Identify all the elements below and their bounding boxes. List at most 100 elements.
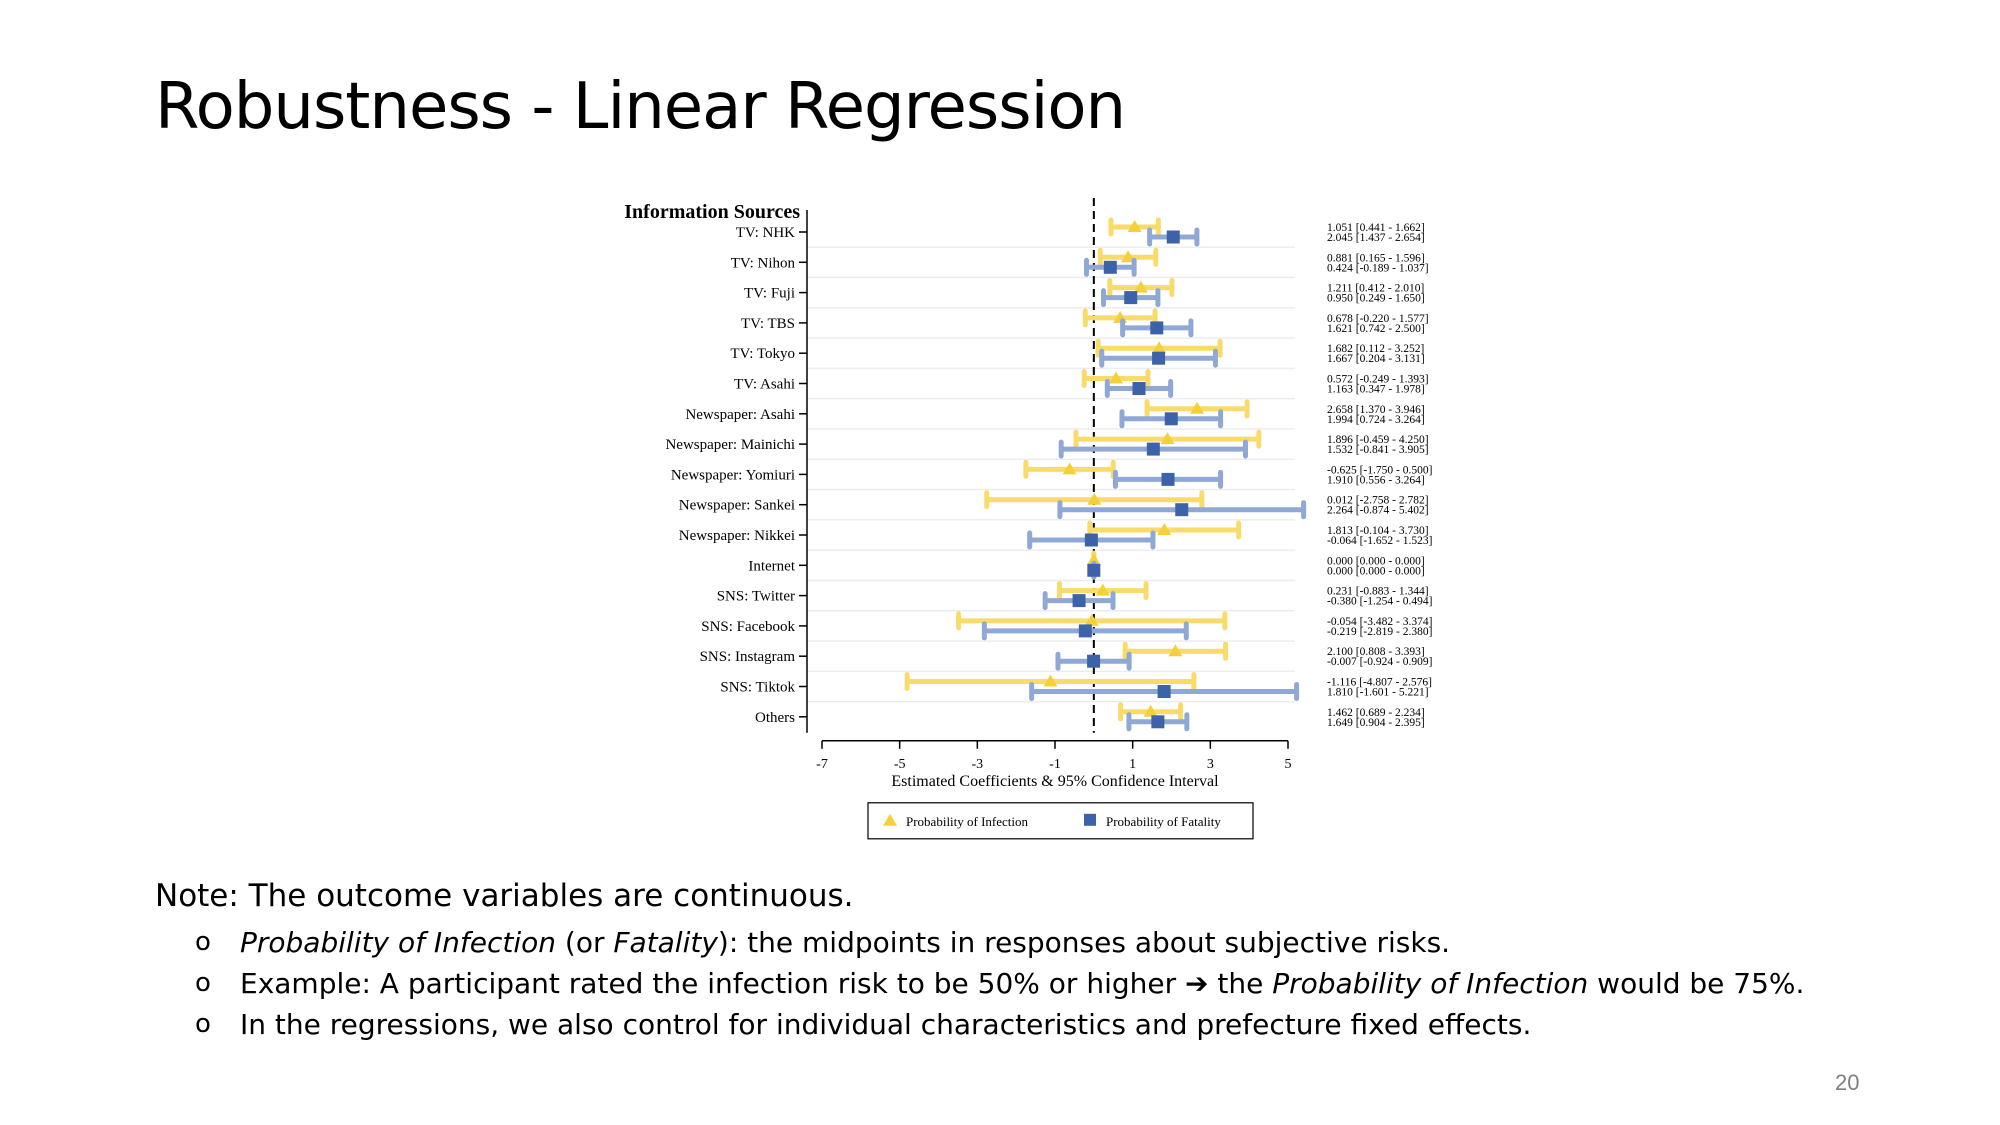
bullet-text: In the regressions, we also control for … [240,1008,1532,1041]
estimate-label: 1.682 [0.112 - 3.252] [1327,343,1424,355]
estimate-marker [1087,563,1101,577]
estimate-label: 2.264 [-0.874 - 5.402] [1327,505,1429,517]
legend-marker [883,813,897,826]
estimate-label: 1.532 [-0.841 - 3.905] [1327,444,1429,456]
bullet-mark: o [195,927,211,957]
estimate-marker [1146,442,1160,456]
x-tick-label: -5 [894,757,906,772]
estimate-marker [1072,594,1086,608]
y-tick-label: TV: Fuji [744,286,795,302]
estimate-label: 0.012 [-2.758 - 2.782] [1327,495,1429,507]
estimate-label: 0.424 [-0.189 - 1.037] [1327,262,1429,274]
legend-box [867,802,1254,840]
y-tick-label: Internet [748,558,795,574]
estimate-label: 1.813 [-0.104 - 3.730] [1327,525,1429,537]
estimate-marker [1151,715,1165,729]
y-tick-label: SNS: Twitter [717,589,795,605]
estimate-label: 1.896 [-0.459 - 4.250] [1327,434,1429,446]
chart-title: Information Sources [624,201,800,223]
bullet-text: Example: A participant rated the infecti… [240,967,1185,1000]
estimate-marker [1161,472,1175,486]
estimate-marker [1084,613,1099,626]
estimate-marker [1164,412,1178,426]
estimate-label: 0.881 [0.165 - 1.596] [1327,252,1425,264]
estimate-label: -0.219 [-2.819 - 2.380] [1327,626,1432,638]
estimate-label: 0.000 [0.000 - 0.000] [1327,555,1425,567]
estimate-label: 0.678 [-0.220 - 1.577] [1327,313,1429,325]
y-tick-label: SNS: Facebook [701,619,795,635]
note-block: Note: The outcome variables are continuo… [155,878,1804,1045]
estimate-label: 1.163 [0.347 - 1.978] [1327,384,1425,396]
note-bullet: o Probability of Infection (or Fatality):… [155,922,1804,963]
estimate-marker [1143,704,1158,717]
estimate-label: 0.231 [-0.883 - 1.344] [1327,586,1429,598]
estimate-marker [1175,503,1189,517]
y-tick-label: SNS: Instagram [700,649,796,665]
estimate-marker [1190,401,1205,414]
x-tick-label: 5 [1285,757,1292,772]
estimate-label: 1.810 [-1.601 - 5.221] [1327,687,1429,699]
x-tick-label: -7 [816,757,828,772]
estimate-label: 0.950 [0.249 - 1.650] [1327,293,1425,305]
note-bullet: o Example: A participant rated the infect… [155,963,1804,1004]
bullet-text: (or [556,926,614,959]
estimate-label: 1.211 [0.412 - 2.010] [1327,283,1424,295]
estimate-label: -0.054 [-3.482 - 3.374] [1327,616,1432,628]
x-tick-label: 1 [1129,757,1136,772]
y-tick-label: Newspaper: Sankei [679,498,795,514]
estimate-label: -0.625 [-1.750 - 0.500] [1327,464,1432,476]
estimate-marker [1121,250,1136,263]
y-tick-label: TV: Nihon [731,255,796,271]
estimate-label: 1.621 [0.742 - 2.500] [1327,323,1425,335]
estimate-label: -0.380 [-1.254 - 0.494] [1327,596,1432,608]
estimate-label: 2.045 [1.437 - 2.654] [1327,232,1425,244]
estimate-label: 1.910 [0.556 - 3.264] [1327,474,1425,486]
y-tick-label: TV: NHK [736,225,795,241]
estimate-label: 2.658 [1.370 - 3.946] [1327,404,1425,416]
estimate-label: 1.994 [0.724 - 3.264] [1327,414,1425,426]
estimate-label: -0.007 [-0.924 - 0.909] [1327,656,1432,668]
estimate-marker [1157,685,1171,698]
estimate-label: -1.116 [-4.807 - 2.576] [1327,677,1432,689]
note-bullet: o In the regressions, we also control for… [155,1004,1804,1045]
y-tick-label: Newspaper: Mainichi [665,437,795,453]
x-tick-label: -1 [1049,757,1061,772]
y-tick-label: TV: Asahi [734,377,795,393]
estimate-label: 1.667 [0.204 - 3.131] [1327,353,1425,365]
estimate-marker [1109,371,1124,384]
estimate-marker [1166,230,1180,244]
legend-marker [1084,813,1096,826]
estimate-marker [1127,220,1142,232]
estimate-marker [1132,382,1146,395]
y-tick-label: Newspaper: Nikkei [679,528,795,544]
estimate-marker [1152,351,1166,365]
y-tick-label: Others [755,710,795,726]
estimate-label: 0.572 [-0.249 - 1.393] [1327,374,1429,386]
bullet-text: the [1208,967,1273,1000]
estimate-marker [1157,523,1172,535]
legend-label: Probability of Infection [906,814,1029,829]
y-tick-label: Newspaper: Asahi [685,407,795,423]
y-tick-label: TV: TBS [741,316,795,332]
bullet-text: would be 75%. [1588,967,1805,1000]
x-tick-label: 3 [1207,757,1214,772]
estimate-marker [1062,462,1077,475]
estimate-marker [1103,260,1117,274]
bullet-mark: o [195,968,211,998]
y-tick-label: TV: Tokyo [730,346,795,362]
x-tick-label: -3 [971,757,983,772]
estimate-label: 1.649 [0.904 - 2.395] [1327,717,1425,729]
estimate-marker [1150,321,1164,335]
bullet-text: Probability of Infection [240,926,557,959]
note-heading: Note: The outcome variables are continuo… [155,878,854,914]
bullet-text: ): the midpoints in responses about subj… [717,926,1451,959]
estimate-marker [1160,432,1175,445]
estimate-marker [1124,291,1138,305]
estimate-label: 2.100 [0.808 - 3.393] [1327,646,1425,658]
coefficient-chart: Information Sources TV: NHK TV: Nihon TV: F… [624,198,1432,840]
slide-title: Robustness - Linear Regression [155,70,1126,144]
bullet-text: ➔ [1185,967,1209,1000]
estimate-label: 1.462 [0.689 - 2.234] [1327,707,1425,719]
estimate-marker [1087,492,1102,505]
page-number: 20 [1835,1070,1860,1095]
